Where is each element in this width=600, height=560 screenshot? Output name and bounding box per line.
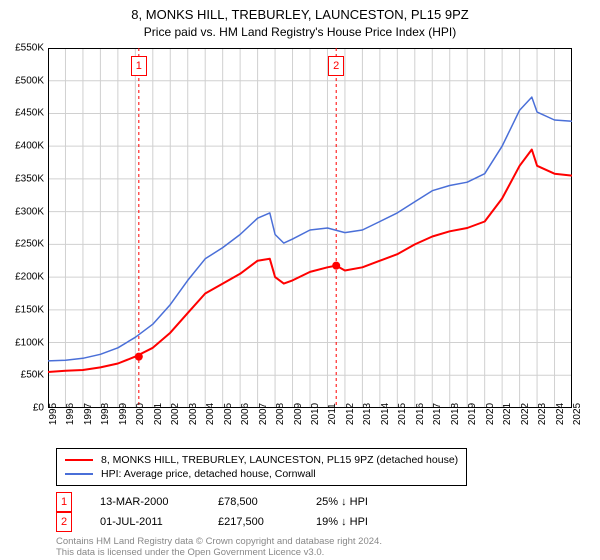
x-tick-label: 2007 — [258, 403, 269, 425]
x-tick-label: 1995 — [48, 403, 59, 425]
transaction-marker: 2 — [56, 512, 72, 532]
y-tick-label: £250K — [15, 239, 44, 250]
chart-title: 8, MONKS HILL, TREBURLEY, LAUNCESTON, PL… — [0, 0, 600, 40]
guide-marker: 1 — [131, 56, 147, 76]
y-tick-label: £400K — [15, 141, 44, 152]
x-tick-label: 2010 — [310, 403, 321, 425]
y-tick-label: £50K — [21, 370, 44, 381]
legend-item-property: 8, MONKS HILL, TREBURLEY, LAUNCESTON, PL… — [65, 453, 458, 467]
transaction-marker: 1 — [56, 492, 72, 512]
transaction-row: 2 01-JUL-2011 £217,500 19% ↓ HPI — [56, 512, 396, 532]
x-tick-label: 2021 — [502, 403, 513, 425]
y-tick-label: £350K — [15, 173, 44, 184]
x-tick-label: 1998 — [100, 403, 111, 425]
transaction-row: 1 13-MAR-2000 £78,500 25% ↓ HPI — [56, 492, 396, 512]
y-tick-label: £500K — [15, 75, 44, 86]
x-tick-label: 2018 — [450, 403, 461, 425]
legend-swatch — [65, 459, 93, 461]
transaction-price: £217,500 — [218, 516, 288, 528]
x-tick-label: 2005 — [223, 403, 234, 425]
transaction-date: 13-MAR-2000 — [100, 496, 190, 508]
legend-swatch — [65, 473, 93, 475]
page: 8, MONKS HILL, TREBURLEY, LAUNCESTON, PL… — [0, 0, 600, 560]
x-tick-label: 2022 — [520, 403, 531, 425]
legend: 8, MONKS HILL, TREBURLEY, LAUNCESTON, PL… — [56, 448, 467, 486]
y-tick-label: £150K — [15, 304, 44, 315]
x-tick-label: 2023 — [537, 403, 548, 425]
x-tick-label: 2006 — [240, 403, 251, 425]
y-tick-label: £300K — [15, 206, 44, 217]
footer-line1: Contains HM Land Registry data © Crown c… — [56, 536, 382, 547]
y-tick-label: £450K — [15, 108, 44, 119]
title-subtitle: Price paid vs. HM Land Registry's House … — [0, 24, 600, 40]
x-tick-label: 2000 — [135, 403, 146, 425]
transaction-price: £78,500 — [218, 496, 288, 508]
transaction-date: 01-JUL-2011 — [100, 516, 190, 528]
x-tick-label: 2002 — [170, 403, 181, 425]
chart: £0£50K£100K£150K£200K£250K£300K£350K£400… — [48, 48, 572, 408]
transaction-diff: 25% ↓ HPI — [316, 496, 396, 508]
legend-item-hpi: HPI: Average price, detached house, Corn… — [65, 467, 458, 481]
y-tick-label: £0 — [33, 403, 44, 414]
y-tick-label: £550K — [15, 43, 44, 54]
legend-label: 8, MONKS HILL, TREBURLEY, LAUNCESTON, PL… — [101, 454, 458, 466]
y-tick-label: £100K — [15, 337, 44, 348]
x-tick-label: 1996 — [65, 403, 76, 425]
y-tick-label: £200K — [15, 272, 44, 283]
x-tick-label: 2013 — [362, 403, 373, 425]
x-tick-label: 2025 — [572, 403, 583, 425]
transaction-diff: 19% ↓ HPI — [316, 516, 396, 528]
transactions-table: 1 13-MAR-2000 £78,500 25% ↓ HPI 2 01-JUL… — [56, 492, 396, 532]
legend-label: HPI: Average price, detached house, Corn… — [101, 468, 316, 480]
x-tick-label: 2011 — [327, 403, 338, 425]
x-tick-label: 2014 — [380, 403, 391, 425]
footer: Contains HM Land Registry data © Crown c… — [56, 536, 382, 559]
x-tick-label: 1997 — [83, 403, 94, 425]
x-tick-label: 2008 — [275, 403, 286, 425]
x-tick-label: 1999 — [118, 403, 129, 425]
x-tick-label: 2004 — [205, 403, 216, 425]
x-tick-label: 2012 — [345, 403, 356, 425]
guide-marker: 2 — [328, 56, 344, 76]
x-tick-label: 2020 — [485, 403, 496, 425]
x-tick-label: 2016 — [415, 403, 426, 425]
x-tick-label: 2003 — [188, 403, 199, 425]
title-address: 8, MONKS HILL, TREBURLEY, LAUNCESTON, PL… — [0, 6, 600, 24]
x-tick-label: 2017 — [432, 403, 443, 425]
x-tick-label: 2009 — [293, 403, 304, 425]
x-tick-label: 2024 — [555, 403, 566, 425]
x-tick-label: 2015 — [397, 403, 408, 425]
footer-line2: This data is licensed under the Open Gov… — [56, 547, 382, 558]
chart-svg — [48, 48, 572, 408]
x-tick-label: 2001 — [153, 403, 164, 425]
x-tick-label: 2019 — [467, 403, 478, 425]
